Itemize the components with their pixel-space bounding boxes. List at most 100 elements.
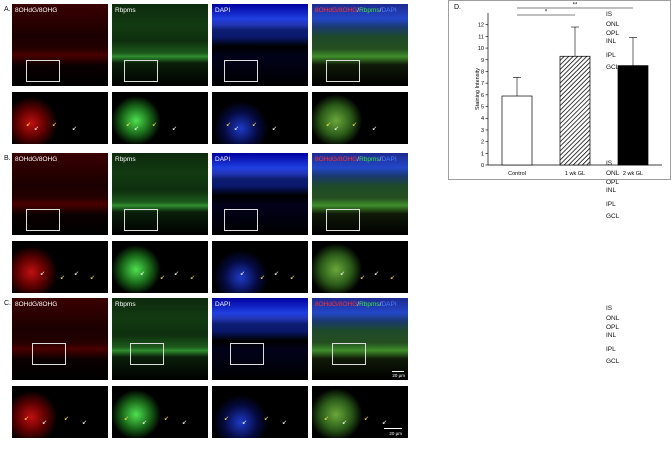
layer-label-is: IS	[606, 11, 613, 18]
zoom-region-box	[26, 209, 60, 231]
zoom-image-3-1: ↙ ↙ ↙ ↙	[12, 386, 108, 438]
layer-label-inl: INL	[606, 332, 617, 339]
arrowhead-marker: ↙	[274, 271, 280, 277]
zoom-region-box	[326, 209, 360, 231]
layer-label-onl: ONL	[606, 170, 620, 177]
layer-label-is: IS	[606, 160, 613, 167]
zoom-region-box	[224, 209, 258, 231]
y-tick-label: 2	[481, 140, 484, 146]
merge-label-part-1: 8OHdG/8OHG	[315, 7, 358, 14]
merge-label-part-4: /	[379, 301, 382, 308]
arrowhead-marker: ↙	[124, 416, 130, 422]
layer-label-gcl: GCL	[606, 64, 620, 71]
arrowhead-marker: ↙	[160, 275, 166, 281]
retina-image-3-2: Rbpms	[112, 298, 208, 380]
panel-letter-1: A.	[4, 6, 11, 13]
zoom-region-box	[224, 60, 258, 82]
zoom-image-2-3: ↙ ↙ ↙ ↙	[212, 241, 308, 293]
y-tick-label: 6	[481, 93, 484, 99]
arrowhead-marker: ↙	[24, 416, 30, 422]
zoom-image-1-4: ↙ ↙ ↙ ↙	[312, 92, 408, 144]
arrowhead-marker: ↙	[240, 271, 246, 277]
arrowhead-marker: ↙	[190, 275, 196, 281]
zoom-image-2-2: ↙ ↙ ↙ ↙	[112, 241, 208, 293]
zoom-region-box	[124, 209, 158, 231]
retina-image-1-4: 8OHdG/8OHG/Rbpms/DAPI	[312, 4, 408, 86]
arrowhead-marker: ↙	[390, 275, 396, 281]
arrowhead-marker: ↙	[360, 275, 366, 281]
merge-label-part-1: 8OHdG/8OHG	[315, 156, 358, 163]
arrowhead-marker: ↙	[372, 126, 378, 132]
y-tick-label: 12	[478, 23, 484, 29]
retina-image-3-1: 8OHdG/8OHG	[12, 298, 108, 380]
arrowhead-marker: ↙	[126, 122, 132, 128]
channel-label: 8OHdG/8OHG/Rbpms/DAPI	[315, 7, 397, 14]
zoom-image-3-4: ↙ ↙ ↙ ↙ 20 µm	[312, 386, 408, 438]
zoom-image-1-3: ↙ ↙ ↙ ↙	[212, 92, 308, 144]
y-tick-label: 11	[478, 34, 484, 40]
arrowhead-marker: ↙	[226, 122, 232, 128]
y-tick-label: 1	[481, 151, 484, 157]
panel-letter-3: C.	[4, 300, 11, 307]
arrowhead-marker: ↙	[382, 420, 388, 426]
layer-label-opl: OPL	[606, 324, 620, 331]
retina-image-1-3: DAPI	[212, 4, 308, 86]
bar-2	[559, 55, 591, 166]
zoom-region-box	[326, 60, 360, 82]
arrowhead-marker: ↙	[74, 271, 80, 277]
layer-label-ipl: IPL	[606, 346, 616, 353]
channel-label: Rbpms	[115, 301, 136, 308]
chart-panel-letter: D.	[454, 4, 461, 11]
arrowhead-marker: ↙	[326, 122, 332, 128]
y-tick-label: 0	[481, 163, 484, 169]
arrowhead-marker: ↙	[242, 420, 248, 426]
arrowhead-marker: ↙	[152, 122, 158, 128]
layer-label-opl: OPL	[606, 179, 620, 186]
retina-image-1-2: Rbpms	[112, 4, 208, 86]
merge-label-part-5: DAPI	[381, 7, 397, 14]
channel-label: 8OHdG/8OHG/Rbpms/DAPI	[315, 156, 397, 163]
retina-image-2-3: DAPI	[212, 153, 308, 235]
arrowhead-marker: ↙	[142, 420, 148, 426]
merge-label-part-4: /	[379, 7, 382, 14]
arrowhead-marker: ↙	[90, 275, 96, 281]
arrowhead-marker: ↙	[252, 122, 258, 128]
arrowhead-marker: ↙	[174, 271, 180, 277]
channel-label: 8OHdG/8OHG/Rbpms/DAPI	[315, 301, 397, 308]
arrowhead-marker: ↙	[64, 416, 70, 422]
arrowhead-marker: ↙	[290, 275, 296, 281]
arrowhead-marker: ↙	[272, 126, 278, 132]
significance-label-2: **	[573, 3, 578, 9]
y-tick-label: 5	[481, 105, 484, 111]
arrowhead-marker: ↙	[134, 126, 140, 132]
channel-label: 8OHdG/8OHG	[15, 156, 58, 163]
arrowhead-marker: ↙	[182, 420, 188, 426]
y-tick-label: 9	[481, 58, 484, 64]
x-tick-label-3: 2 wk GL	[623, 171, 643, 177]
scale-bar	[392, 371, 404, 372]
merge-label-part-5: DAPI	[381, 301, 397, 308]
x-tick-label-1: Control	[508, 171, 526, 177]
channel-label: Rbpms	[115, 7, 136, 14]
channel-label: DAPI	[215, 7, 231, 14]
arrowhead-marker: ↙	[374, 271, 380, 277]
zoom-image-3-3: ↙ ↙ ↙ ↙	[212, 386, 308, 438]
arrowhead-marker: ↙	[172, 126, 178, 132]
zoom-region-box	[32, 343, 66, 365]
arrowhead-marker: ↙	[60, 275, 66, 281]
retina-image-3-4: 8OHdG/8OHG/Rbpms/DAPI 20 µm	[312, 298, 408, 380]
arrowhead-marker: ↙	[82, 420, 88, 426]
zoom-image-3-2: ↙ ↙ ↙ ↙	[112, 386, 208, 438]
arrowhead-marker: ↙	[72, 126, 78, 132]
arrowhead-marker: ↙	[234, 126, 240, 132]
panel-letter-2: B.	[4, 155, 11, 162]
y-tick-label: 10	[478, 46, 484, 52]
y-axis-label: Staining Intensity	[475, 68, 481, 110]
arrowhead-marker: ↙	[26, 122, 32, 128]
arrowhead-marker: ↙	[260, 275, 266, 281]
arrowhead-marker: ↙	[34, 126, 40, 132]
retina-image-1-1: 8OHdG/8OHG	[12, 4, 108, 86]
scale-bar-zoom	[384, 428, 402, 429]
zoom-image-1-2: ↙ ↙ ↙ ↙	[112, 92, 208, 144]
